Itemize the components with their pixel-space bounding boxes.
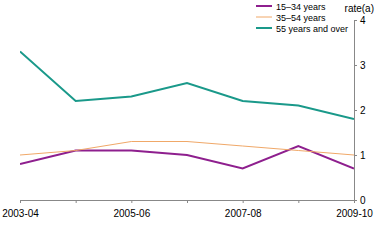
x-tick-label: 2005-06: [113, 208, 150, 219]
x-tick: 2007-08: [225, 200, 262, 219]
x-tick-mark: [131, 200, 132, 203]
legend-swatch: [256, 17, 272, 18]
y-tick: 0: [354, 195, 366, 206]
x-tick-mark: [20, 200, 21, 203]
y-tick: 1: [354, 150, 366, 161]
x-tick-mark: [243, 200, 244, 203]
x-tick: [76, 200, 77, 203]
y-tick-label: 0: [360, 195, 366, 206]
legend-swatch: [256, 5, 272, 7]
x-tick-label: 2007-08: [225, 208, 262, 219]
x-tick-mark: [298, 200, 299, 203]
x-axis-line: [21, 201, 355, 204]
plot-area: [20, 52, 354, 169]
y-tick-mark: [354, 155, 357, 156]
x-tick-label: 2003-04: [2, 208, 39, 219]
series-line: [20, 52, 354, 120]
x-tick: 2005-06: [113, 200, 150, 219]
y-tick-mark: [354, 110, 357, 111]
legend-swatch: [256, 27, 272, 29]
series-line: [20, 142, 354, 156]
legend-label: 55 years and over: [276, 24, 348, 34]
y-tick-label: 3: [360, 60, 366, 71]
y-tick-label: 1: [360, 150, 366, 161]
y-tick: 4: [354, 15, 366, 26]
y-tick-mark: [354, 200, 357, 201]
series-line: [20, 146, 354, 169]
x-tick: 2003-04: [2, 200, 39, 219]
y-axis-title: rate(a): [345, 3, 374, 14]
chart: 2003-04 2005-06 2007-08 2009-10 0 1 2 3 4rate(a)…: [0, 0, 378, 227]
y-tick-label: 2: [360, 105, 366, 116]
legend-label: 35–54 years: [276, 13, 326, 23]
x-tick-label: 2009-10: [336, 208, 373, 219]
y-tick-mark: [354, 20, 357, 21]
y-tick-label: 4: [360, 15, 366, 26]
x-tick: [298, 200, 299, 203]
x-axis: 2003-04 2005-06 2007-08 2009-10: [2, 200, 373, 219]
x-tick-mark: [76, 200, 77, 203]
y-tick: 3: [354, 60, 366, 71]
x-tick-mark: [187, 200, 188, 203]
y-tick: 2: [354, 105, 366, 116]
y-tick-mark: [354, 65, 357, 66]
y-axis: 0 1 2 3 4: [354, 15, 366, 206]
x-tick: 2009-10: [336, 200, 373, 219]
x-tick: [187, 200, 188, 203]
legend: 15–34 years35–54 years55 years and over: [256, 2, 348, 34]
legend-label: 15–34 years: [276, 2, 326, 12]
